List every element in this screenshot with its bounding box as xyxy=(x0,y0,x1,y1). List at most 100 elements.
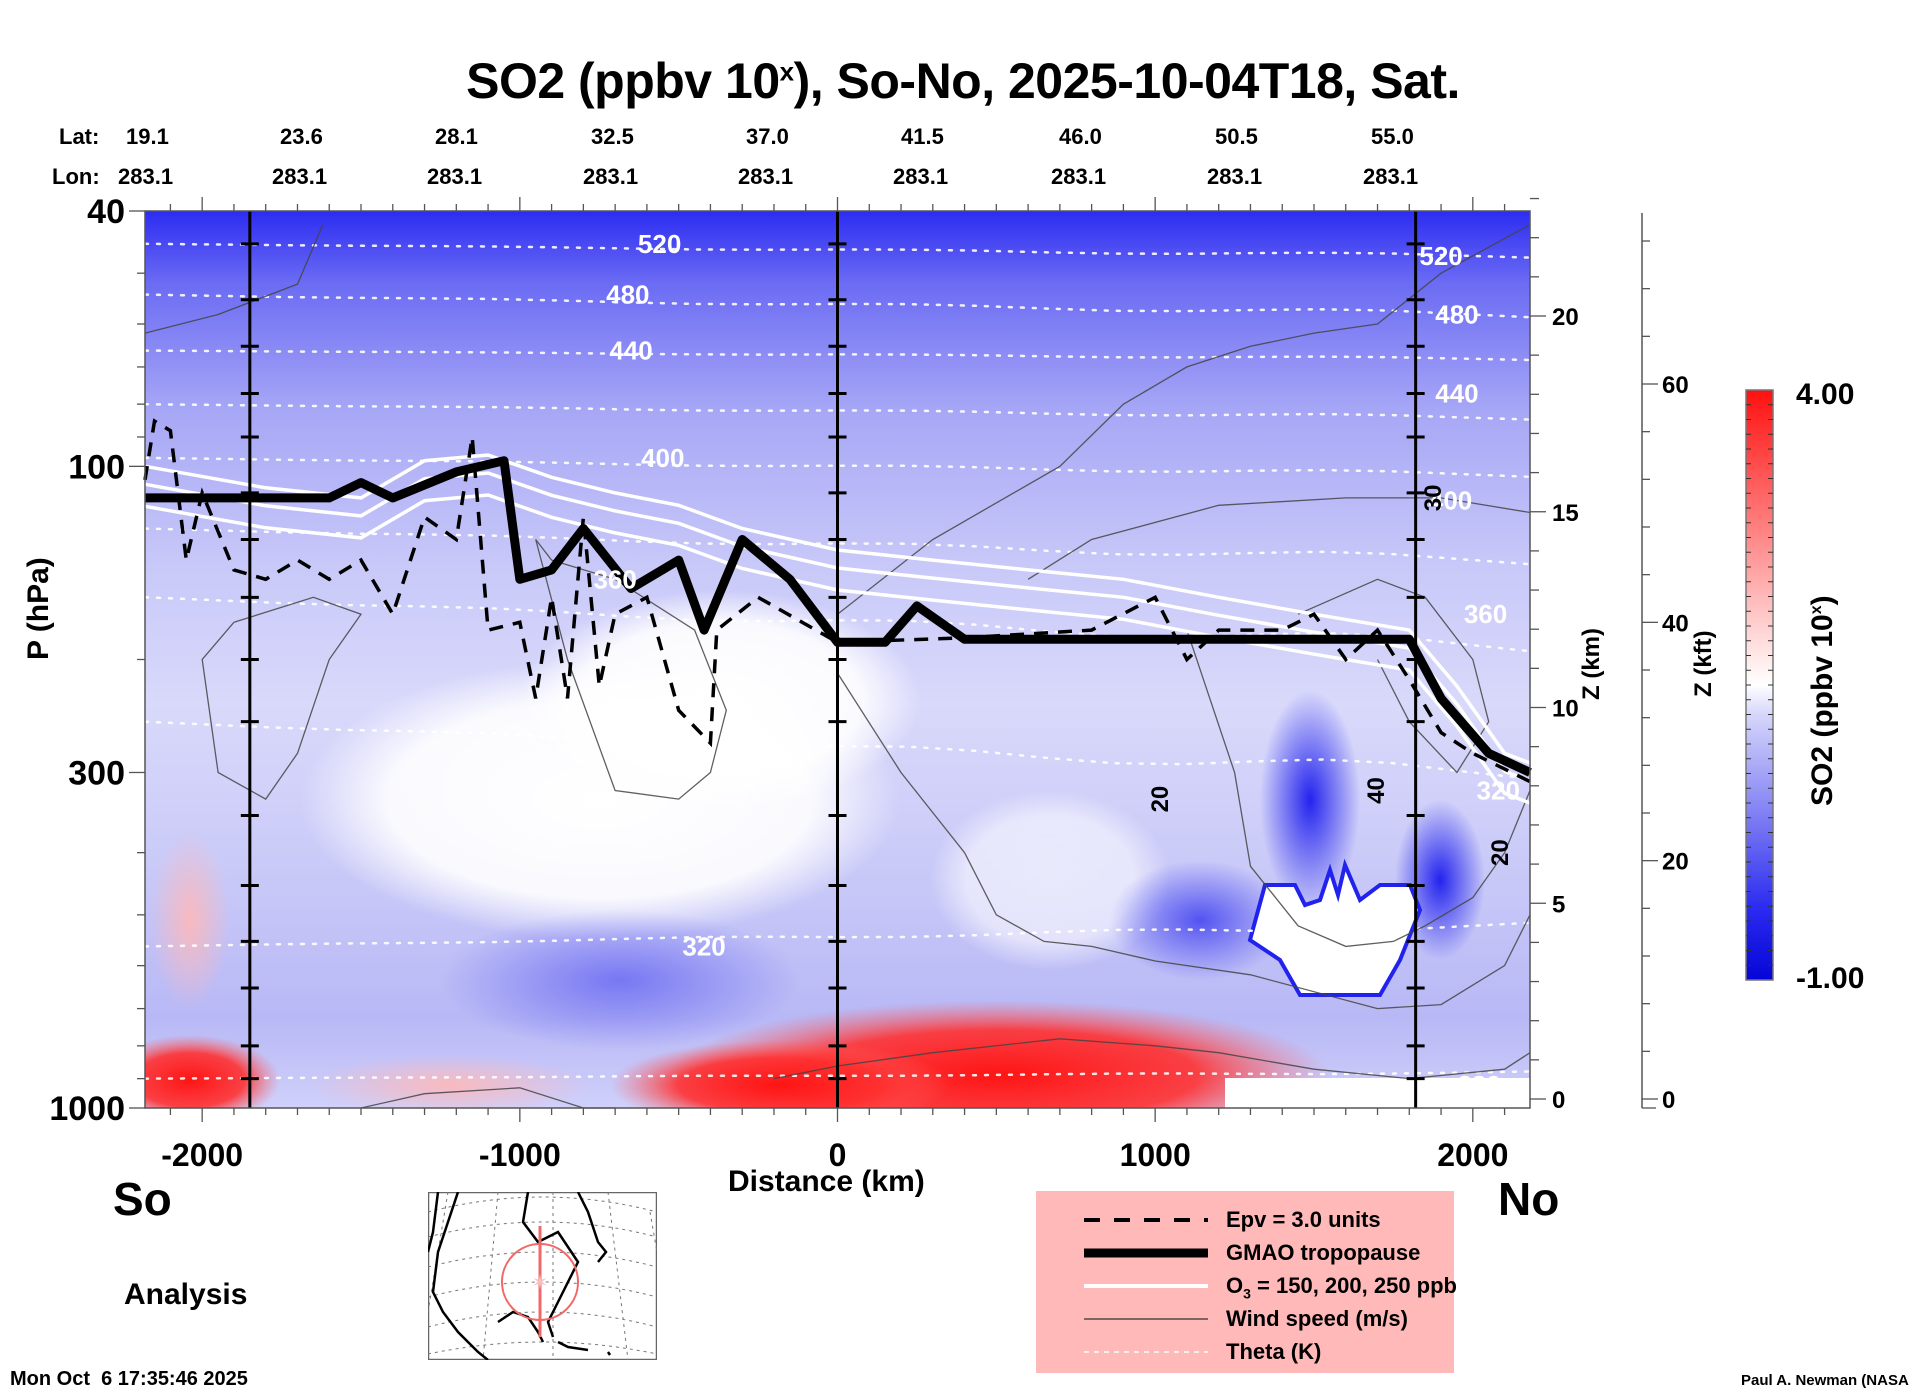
theta-contour xyxy=(143,402,1532,421)
coastlines xyxy=(428,1192,612,1360)
lat-value: 19.1 xyxy=(126,124,169,149)
wind-label: 20 xyxy=(1487,839,1514,866)
wind-contour xyxy=(773,1038,1531,1080)
theta-label: 360 xyxy=(593,564,636,594)
legend-item: Epv = 3.0 units xyxy=(1036,1205,1454,1235)
legend-item: O3 = 150, 200, 250 ppb xyxy=(1036,1271,1457,1302)
legend-swatch xyxy=(1084,1284,1208,1288)
y-tick-label: 100 xyxy=(68,448,125,486)
theta-label: 400 xyxy=(641,443,684,473)
legend-label: O3 = 150, 200, 250 ppb xyxy=(1226,1273,1457,1302)
lat-value: 41.5 xyxy=(901,124,944,149)
legend-label: Epv = 3.0 units xyxy=(1226,1207,1381,1232)
heatmap-red-core xyxy=(610,1040,950,1108)
x-tick-label: 0 xyxy=(829,1137,847,1173)
lat-value: 32.5 xyxy=(591,124,634,149)
heatmap-red-core xyxy=(145,1035,280,1108)
tropopause-line xyxy=(145,456,1532,777)
theta-label: 400 xyxy=(1429,485,1472,515)
legend-swatch xyxy=(1084,1318,1208,1320)
theta-contours xyxy=(143,242,1532,1080)
theta-label: 480 xyxy=(606,280,649,310)
wind-contour xyxy=(535,539,727,800)
x-tick-label: 2000 xyxy=(1437,1137,1508,1173)
theta-contour xyxy=(143,293,1532,319)
lon-value: 283.1 xyxy=(738,164,794,189)
lon-value: 283.1 xyxy=(118,164,174,189)
theta-label: 440 xyxy=(1435,379,1478,409)
wind-label: 40 xyxy=(1363,777,1390,804)
legend-swatch xyxy=(1084,1248,1208,1258)
wind-label: 30 xyxy=(1420,485,1447,512)
theta-contour xyxy=(143,456,1532,479)
lon-value: 283.1 xyxy=(272,164,328,189)
wind-label: 20 xyxy=(1147,786,1174,813)
x-tick-label: -2000 xyxy=(161,1137,243,1173)
theta-contour xyxy=(143,242,1532,259)
legend: Epv = 3.0 units GMAO tropopause O3 = 150, … xyxy=(1036,1191,1457,1373)
wind-contour xyxy=(1186,629,1531,948)
lon-value: 283.1 xyxy=(583,164,639,189)
zkft-tick-label: 60 xyxy=(1662,372,1689,399)
south-endpoint-label: So xyxy=(113,1173,172,1225)
lat-value: 50.5 xyxy=(1215,124,1258,149)
wind-contour xyxy=(1027,497,1531,580)
contour-labels: 520 480 440 400 360 320 520 480 440 400 360 320 280 2… xyxy=(593,229,1519,1100)
legend-swatch xyxy=(1084,1351,1208,1353)
wind-contour xyxy=(1297,578,1490,774)
heatmap-white-region xyxy=(930,790,1170,970)
timestamp: Mon Oct 6 17:35:46 2025 xyxy=(10,1368,248,1390)
heatmap-blue-core xyxy=(1110,860,1290,980)
x-tick-label: 1000 xyxy=(1120,1137,1191,1173)
theta-label: 440 xyxy=(609,336,652,366)
wind-contours xyxy=(144,224,1531,1109)
y-tick-label: 40 xyxy=(87,193,125,231)
wind-contour xyxy=(201,596,363,800)
x-axis-title: Distance (km) xyxy=(728,1165,925,1198)
theta-label: 320 xyxy=(682,931,725,961)
lon-value: 283.1 xyxy=(427,164,483,189)
center-star-icon: ✶ xyxy=(532,1272,549,1294)
colorbar-min-label: -1.00 xyxy=(1796,962,1865,995)
theta-contour xyxy=(143,1070,1532,1080)
chart-title: SO2 (ppbv 10x), So-No, 2025-10-04T18, Sa… xyxy=(466,53,1460,109)
theta-label: 480 xyxy=(1435,300,1478,330)
theta-contour xyxy=(143,349,1532,362)
zkm-tick-label: 5 xyxy=(1552,891,1565,918)
colorbar-title: SO2 (ppbv 10x) xyxy=(1806,595,1839,806)
theta-label: 280 xyxy=(1457,1070,1500,1100)
heatmap-blue-core xyxy=(440,910,800,1050)
zkm-tick-label: 15 xyxy=(1552,500,1579,527)
theta-label: 520 xyxy=(638,229,681,259)
theta-contour xyxy=(143,921,1532,948)
north-endpoint-label: No xyxy=(1498,1173,1560,1225)
lon-value: 283.1 xyxy=(1051,164,1107,189)
lat-value: 23.6 xyxy=(280,124,323,149)
graticule xyxy=(428,1192,657,1360)
analysis-label: Analysis xyxy=(124,1278,248,1311)
colorbar-ticks xyxy=(1746,404,1773,966)
wind-contour xyxy=(836,672,1531,1010)
zkm-tick-label: 0 xyxy=(1552,1087,1565,1114)
zkft-tick-label: 40 xyxy=(1662,610,1689,637)
lon-value: 283.1 xyxy=(1363,164,1419,189)
theta-contour xyxy=(143,596,1532,653)
theta-label: 520 xyxy=(1419,241,1462,271)
lat-value: 28.1 xyxy=(435,124,478,149)
zkft-tick-label: 0 xyxy=(1662,1087,1675,1114)
zkm-axis-title: Z (km) xyxy=(1578,628,1605,700)
lon-label: Lon: xyxy=(52,164,100,189)
lon-value: 283.1 xyxy=(1207,164,1263,189)
legend-label: Wind speed (m/s) xyxy=(1226,1306,1408,1331)
below-ground-mask xyxy=(1247,858,1423,997)
zkft-tick-label: 20 xyxy=(1662,849,1689,876)
surface-mask xyxy=(1225,1078,1530,1108)
epv-contour xyxy=(143,418,1531,784)
legend-item: Wind speed (m/s) xyxy=(1036,1304,1454,1334)
heatmap-blue-core xyxy=(1260,690,1360,910)
theta-contour xyxy=(143,720,1532,781)
zkm-tick-label: 10 xyxy=(1552,696,1579,723)
tropopause-line xyxy=(145,456,1532,777)
legend-label: Theta (K) xyxy=(1226,1339,1322,1364)
